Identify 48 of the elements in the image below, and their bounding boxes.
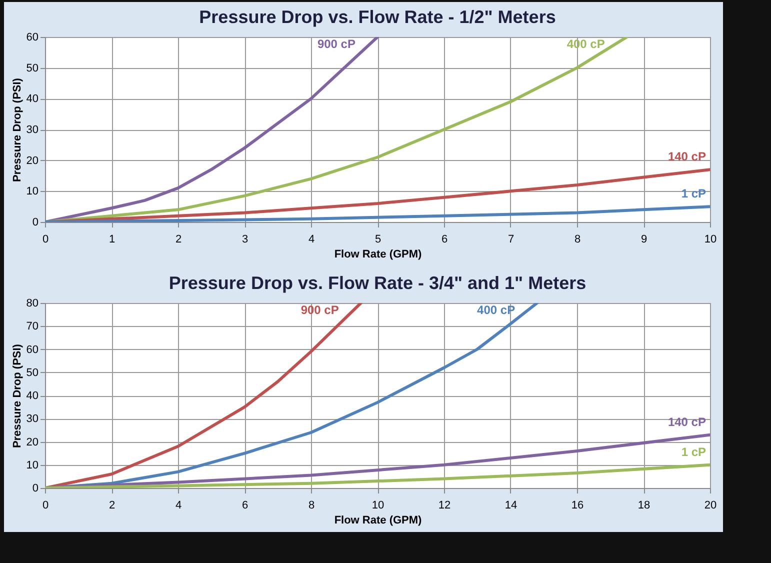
y-tick-label: 20 <box>26 436 38 448</box>
y-tick-label: 40 <box>26 93 38 106</box>
x-tick-label: 0 <box>42 234 49 246</box>
x-tick-label: 6 <box>242 500 248 512</box>
y-tick-label: 0 <box>32 216 38 228</box>
x-axis-title: Flow Rate (GPM) <box>334 248 422 260</box>
x-tick-label: 18 <box>638 500 650 512</box>
series-label: 140 cP <box>668 150 706 164</box>
y-tick-label: 70 <box>26 320 38 333</box>
x-tick-label: 9 <box>640 234 648 246</box>
x-tick-label: 2 <box>175 234 182 246</box>
y-tick-label: 10 <box>26 459 38 472</box>
y-tick-label: 60 <box>26 344 38 356</box>
x-tick-label: 12 <box>438 500 451 512</box>
x-tick-label: 3 <box>242 234 248 246</box>
x-tick-label: 10 <box>372 500 384 512</box>
x-tick-label: 0 <box>42 500 49 512</box>
x-tick-label: 16 <box>571 500 584 512</box>
x-axis-title: Flow Rate (GPM) <box>334 514 422 526</box>
x-tick-label: 14 <box>504 500 518 512</box>
x-tick-label: 8 <box>308 500 315 512</box>
y-tick-label: 40 <box>26 390 38 402</box>
x-tick-label: 20 <box>704 500 717 512</box>
x-tick-label: 6 <box>441 234 448 246</box>
series-label: 900 cP <box>317 37 356 51</box>
y-tick-label: 60 <box>26 32 38 44</box>
y-tick-label: 50 <box>26 366 38 379</box>
x-tick-label: 8 <box>574 234 581 246</box>
x-tick-label: 7 <box>508 234 514 246</box>
y-tick-label: 30 <box>26 413 38 426</box>
y-tick-label: 50 <box>26 62 38 74</box>
x-tick-label: 1 <box>108 234 116 246</box>
x-tick-label: 4 <box>308 234 315 246</box>
line-series <box>45 37 628 222</box>
y-tick-label: 30 <box>26 124 38 136</box>
y-axis-title: Pressure Drop (PSI) <box>11 78 24 182</box>
y-tick-label: 80 <box>26 298 38 310</box>
x-tick-label: 2 <box>108 500 116 512</box>
y-axis-title: Pressure Drop (PSI) <box>11 344 24 448</box>
x-tick-label: 5 <box>374 234 382 246</box>
chart-title: Pressure Drop vs. Flow Rate - 3/4" and 1" Meters <box>168 273 586 293</box>
y-tick-label: 0 <box>32 482 38 494</box>
y-tick-label: 20 <box>26 154 38 167</box>
x-tick-label: 4 <box>175 500 182 512</box>
chart-title: Pressure Drop vs. Flow Rate - 1/2" Meters <box>199 7 556 27</box>
y-tick-label: 10 <box>26 186 38 198</box>
series-label: 1 cP <box>681 444 706 459</box>
x-tick-label: 10 <box>704 234 717 246</box>
